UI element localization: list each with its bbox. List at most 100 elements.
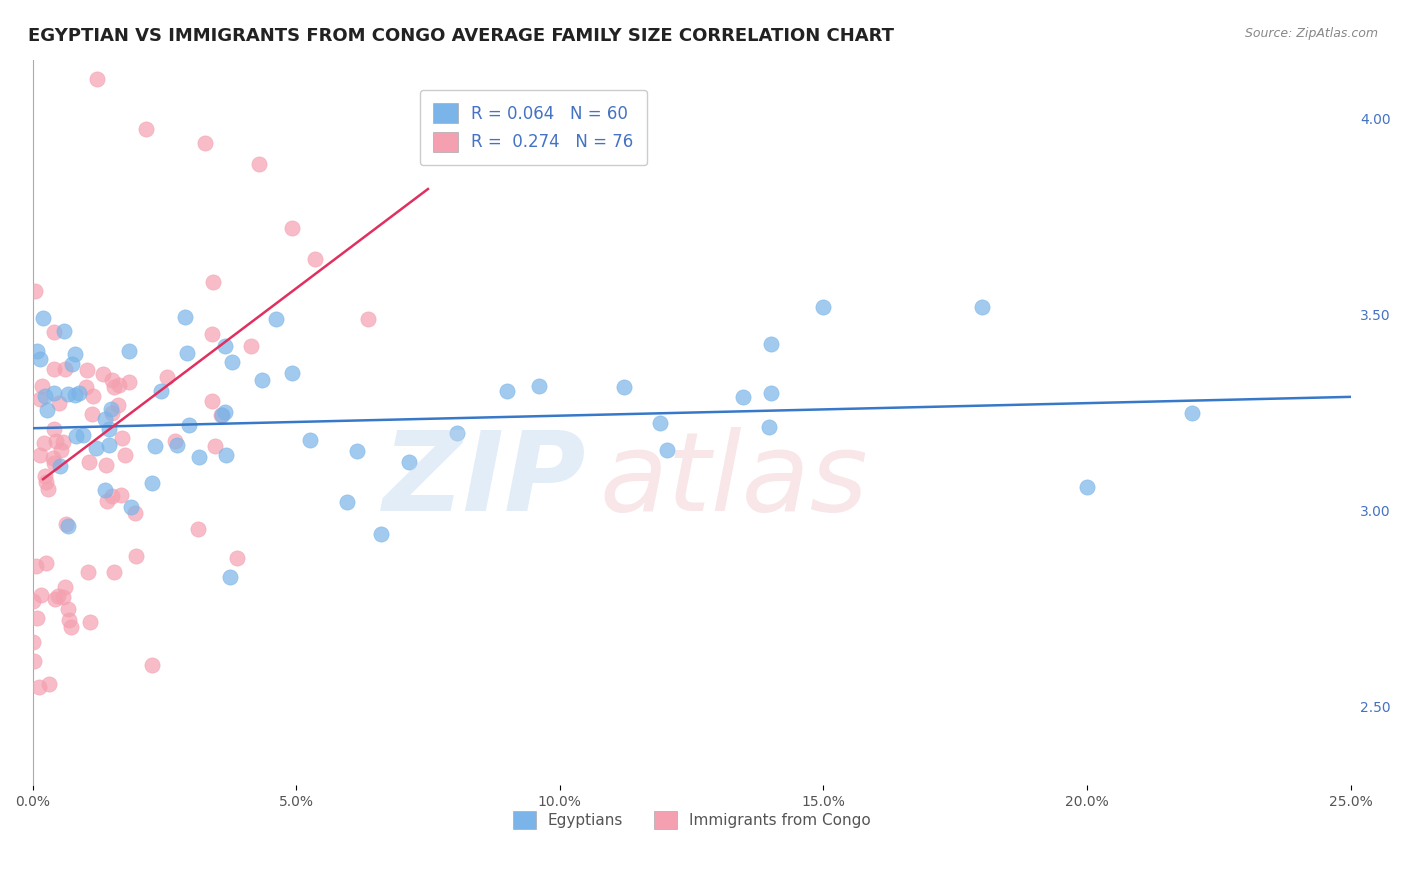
Point <box>101 373 124 387</box>
Point <box>100 401 122 416</box>
Point <box>60 357 83 371</box>
Point <box>209 408 232 422</box>
Point <box>110 488 132 502</box>
Point <box>496 384 519 398</box>
Point <box>38 677 60 691</box>
Point <box>44 591 66 606</box>
Point <box>63 387 86 401</box>
Point <box>86 72 108 87</box>
Point <box>94 412 117 426</box>
Point <box>75 380 97 394</box>
Point <box>65 347 87 361</box>
Point <box>247 157 270 171</box>
Point <box>24 284 46 298</box>
Point <box>82 389 104 403</box>
Point <box>121 500 143 515</box>
Point <box>111 431 134 445</box>
Point <box>35 475 58 489</box>
Point <box>336 495 359 509</box>
Text: EGYPTIAN VS IMMIGRANTS FROM CONGO AVERAGE FAMILY SIZE CORRELATION CHART: EGYPTIAN VS IMMIGRANTS FROM CONGO AVERAG… <box>28 27 894 45</box>
Point <box>135 122 157 136</box>
Point <box>35 403 58 417</box>
Point <box>114 448 136 462</box>
Point <box>55 516 77 531</box>
Point <box>98 438 121 452</box>
Point <box>24 559 46 574</box>
Point <box>21 594 44 608</box>
Point <box>281 221 304 235</box>
Point <box>218 570 240 584</box>
Point <box>28 351 51 366</box>
Point <box>250 373 273 387</box>
Point <box>214 405 236 419</box>
Point <box>201 394 224 409</box>
Point <box>179 417 201 432</box>
Point <box>187 522 209 536</box>
Point <box>49 443 72 458</box>
Point <box>34 468 56 483</box>
Point <box>215 448 238 462</box>
Point <box>357 311 380 326</box>
Point <box>42 451 65 466</box>
Point <box>53 324 76 338</box>
Text: atlas: atlas <box>599 427 868 534</box>
Point <box>370 527 392 541</box>
Point <box>46 590 69 604</box>
Point <box>69 385 91 400</box>
Point <box>813 300 835 314</box>
Point <box>761 337 783 351</box>
Point <box>141 658 163 673</box>
Point <box>96 458 118 472</box>
Point <box>91 367 114 381</box>
Point <box>758 420 780 434</box>
Point <box>48 396 70 410</box>
Point <box>188 450 211 465</box>
Point <box>103 380 125 394</box>
Point <box>156 369 179 384</box>
Point <box>221 354 243 368</box>
Point <box>100 406 122 420</box>
Point <box>28 680 51 694</box>
Point <box>84 442 107 456</box>
Point <box>25 344 48 359</box>
Point <box>194 136 217 150</box>
Point <box>60 620 83 634</box>
Point <box>107 398 129 412</box>
Point <box>30 588 52 602</box>
Point <box>202 275 225 289</box>
Point <box>281 366 304 380</box>
Point <box>96 494 118 508</box>
Legend: Egyptians, Immigrants from Congo: Egyptians, Immigrants from Congo <box>506 805 877 836</box>
Point <box>58 519 80 533</box>
Point <box>22 635 45 649</box>
Point <box>77 455 100 469</box>
Point <box>613 380 636 394</box>
Point <box>398 455 420 469</box>
Point <box>124 549 146 564</box>
Point <box>44 325 66 339</box>
Point <box>25 610 48 624</box>
Point <box>42 422 65 436</box>
Point <box>165 434 187 448</box>
Point <box>299 433 322 447</box>
Point <box>52 591 75 605</box>
Point <box>37 482 59 496</box>
Point <box>733 390 755 404</box>
Point <box>346 443 368 458</box>
Point <box>94 483 117 497</box>
Text: Source: ZipAtlas.com: Source: ZipAtlas.com <box>1244 27 1378 40</box>
Point <box>124 506 146 520</box>
Point <box>176 345 198 359</box>
Point <box>35 556 58 570</box>
Point <box>527 379 550 393</box>
Point <box>970 300 993 314</box>
Point <box>118 344 141 359</box>
Point <box>214 339 236 353</box>
Point <box>98 421 121 435</box>
Point <box>55 361 77 376</box>
Point <box>1181 405 1204 419</box>
Point <box>34 389 56 403</box>
Point <box>28 449 51 463</box>
Point <box>52 434 75 449</box>
Point <box>101 489 124 503</box>
